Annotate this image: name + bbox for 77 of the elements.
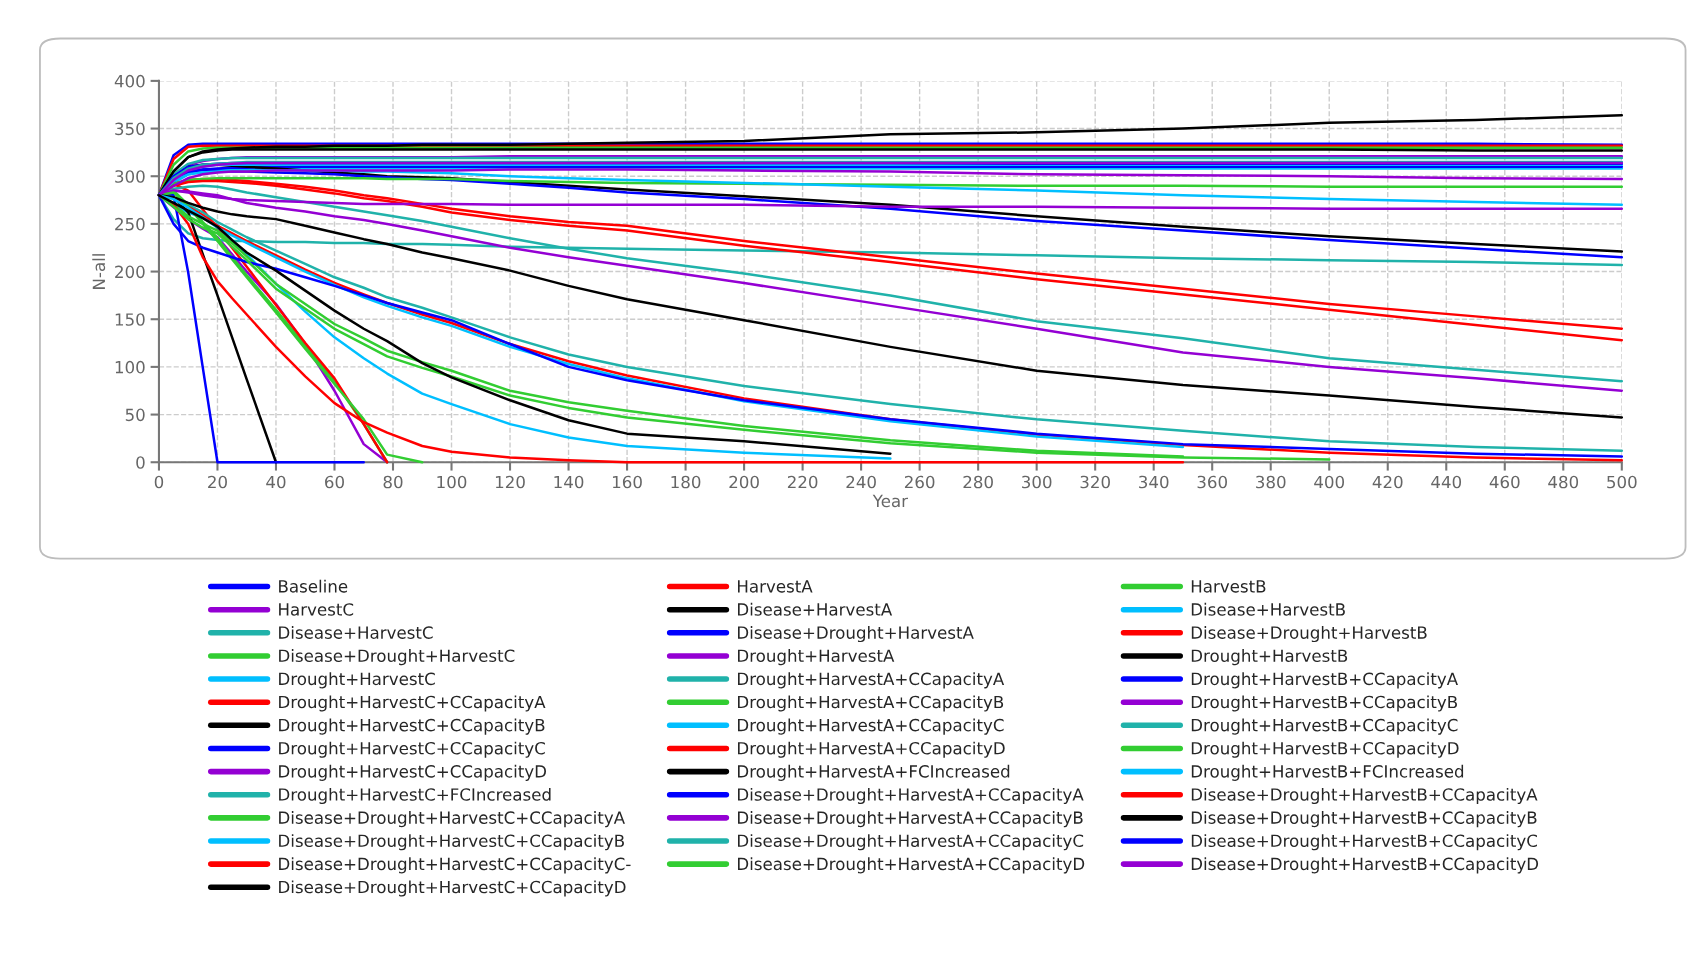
y-tick-label: 350 xyxy=(115,122,145,136)
legend-label: Disease+HarvestC xyxy=(279,625,433,639)
x-tick-label: 500 xyxy=(1607,475,1637,489)
x-tick-label: 300 xyxy=(1022,475,1052,489)
x-tick-label: 180 xyxy=(671,475,701,489)
legend-label: Disease+Drought+HarvestC+CCapacityB xyxy=(279,834,624,851)
legend-label: Disease+Drought+HarvestB+CCapacityA xyxy=(1191,787,1538,805)
legend-label: Disease+Drought+HarvestC+CCapacityC- xyxy=(279,857,631,874)
x-tick-label: 240 xyxy=(846,475,876,489)
x-tick-label: 420 xyxy=(1372,475,1403,489)
x-tick-label: 340 xyxy=(1139,475,1169,489)
legend-label: Disease+Drought+HarvestB xyxy=(1191,625,1427,643)
y-tick-label: 150 xyxy=(115,313,145,326)
legend-label: Drought+HarvestA+FCIncreased xyxy=(738,764,1010,781)
x-tick-label: 100 xyxy=(437,475,467,489)
legend-label: Disease+Drought+HarvestB+CCapacityC xyxy=(1191,834,1537,851)
x-tick-label: 120 xyxy=(495,475,525,489)
y-tick-label: 50 xyxy=(125,408,145,422)
legend-label: Baseline xyxy=(279,579,348,593)
y-tick-label: 250 xyxy=(115,217,145,231)
x-tick-label: 220 xyxy=(787,475,818,489)
legend-label: HarvestA xyxy=(738,580,813,593)
legend-label: Drought+HarvestB+CCapacityD xyxy=(1191,741,1459,758)
legend-label: Disease+Drought+HarvestA+CCapacityD xyxy=(738,857,1085,874)
x-tick-label: 140 xyxy=(554,475,584,489)
x-tick-label: 400 xyxy=(1314,475,1345,489)
x-tick-label: 160 xyxy=(612,475,642,489)
x-tick-label: 60 xyxy=(325,475,344,489)
legend-label: Drought+HarvestC+CCapacityC xyxy=(279,741,545,758)
x-tick-label: 260 xyxy=(904,475,935,489)
legend-label: Drought+HarvestC+FCIncreased xyxy=(279,787,551,805)
legend-label: HarvestB xyxy=(1191,580,1266,593)
legend-label: Drought+HarvestA+CCapacityB xyxy=(738,695,1004,712)
x-axis-title: Year xyxy=(872,494,909,508)
legend-label: Disease+Drought+HarvestB+CCapacityD xyxy=(1191,857,1539,874)
x-tick-label: 440 xyxy=(1431,475,1462,489)
x-tick-label: 480 xyxy=(1548,475,1579,489)
y-tick-label: 100 xyxy=(115,360,145,374)
legend-label: Disease+Drought+HarvestC+CCapacityD xyxy=(279,880,626,897)
legend-label: Disease+Drought+HarvestC xyxy=(279,649,515,666)
y-tick-label: 200 xyxy=(115,265,145,279)
legend-label: Disease+Drought+HarvestC+CCapacityA xyxy=(279,811,625,828)
legend-label: Disease+HarvestB xyxy=(1191,602,1345,616)
x-tick-label: 460 xyxy=(1489,475,1520,489)
legend-label: Disease+HarvestA xyxy=(738,602,893,616)
x-tick-label: 320 xyxy=(1080,475,1110,489)
legend-label: Disease+Drought+HarvestA+CCapacityC xyxy=(738,834,1084,851)
legend-label: Drought+HarvestB+CCapacityB xyxy=(1191,695,1457,712)
x-tick-label: 40 xyxy=(266,475,286,489)
legend-label: Drought+HarvestA+CCapacityC xyxy=(738,718,1004,735)
legend-label: Disease+Drought+HarvestB+CCapacityB xyxy=(1191,811,1537,828)
legend-label: Drought+HarvestB+FCIncreased xyxy=(1191,764,1464,781)
y-tick-label: 300 xyxy=(115,170,145,183)
y-tick-label: 0 xyxy=(136,456,145,469)
legend-label: HarvestC xyxy=(279,603,354,616)
legend-label: Drought+HarvestB+CCapacityA xyxy=(1191,672,1458,689)
legend-label: Drought+HarvestA+CCapacityA xyxy=(738,672,1005,689)
legend-label: Drought+HarvestC+CCapacityA xyxy=(279,695,546,712)
x-tick-label: 20 xyxy=(208,475,227,489)
legend-label: Drought+HarvestA+CCapacityD xyxy=(738,741,1005,758)
legend-label: Drought+HarvestC+CCapacityD xyxy=(279,764,547,781)
legend-label: Disease+Drought+HarvestA+CCapacityA xyxy=(738,787,1084,805)
x-tick-label: 0 xyxy=(154,475,164,489)
y-tick-label: 400 xyxy=(114,74,145,88)
legend-label: Disease+Drought+HarvestA xyxy=(738,625,974,643)
legend-label: Drought+HarvestC xyxy=(279,672,435,689)
legend-label: Disease+Drought+HarvestA+CCapacityB xyxy=(738,811,1083,828)
legend-label: Drought+HarvestB xyxy=(1191,649,1348,666)
y-axis-title: N-all xyxy=(92,254,106,289)
x-tick-label: 80 xyxy=(383,475,403,489)
legend-label: Drought+HarvestB+CCapacityC xyxy=(1191,718,1458,735)
x-tick-label: 280 xyxy=(963,475,993,489)
legend-label: Drought+HarvestC+CCapacityB xyxy=(279,718,545,735)
x-tick-label: 360 xyxy=(1197,475,1227,489)
legend-label: Drought+HarvestA xyxy=(738,649,895,666)
x-tick-label: 380 xyxy=(1256,475,1286,489)
x-tick-label: 200 xyxy=(729,475,759,489)
